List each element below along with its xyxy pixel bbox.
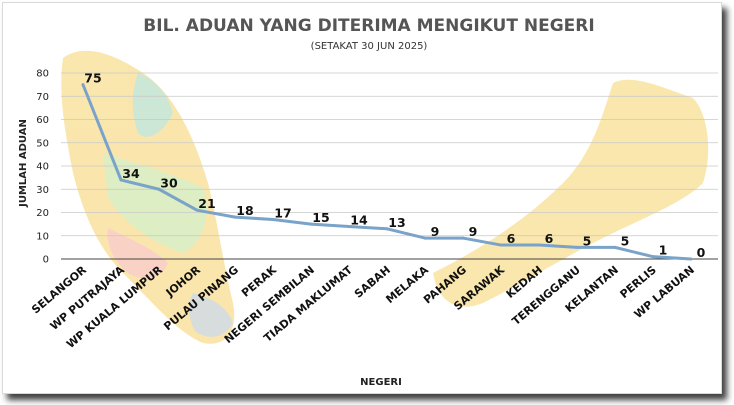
data-label: 6 bbox=[545, 231, 554, 246]
gridlines bbox=[61, 72, 718, 260]
data-point bbox=[537, 243, 541, 247]
peninsula-shape bbox=[61, 50, 235, 344]
region-teal bbox=[132, 73, 173, 137]
data-label: 6 bbox=[507, 231, 516, 246]
data-point bbox=[575, 245, 579, 249]
y-tick-label: 20 bbox=[36, 208, 49, 219]
data-point bbox=[347, 224, 351, 228]
data-point bbox=[119, 178, 123, 182]
data-label: 18 bbox=[236, 203, 253, 218]
data-label: 13 bbox=[388, 215, 405, 230]
y-tick-label: 40 bbox=[36, 162, 49, 173]
data-label: 15 bbox=[312, 210, 329, 225]
chart-title: BIL. ADUAN YANG DITERIMA MENGIKUT NEGERI bbox=[143, 16, 594, 36]
data-label: 9 bbox=[469, 224, 478, 239]
x-axis-title: NEGERI bbox=[360, 377, 402, 388]
data-point bbox=[613, 245, 617, 249]
data-label: 5 bbox=[583, 233, 592, 248]
data-point bbox=[195, 208, 199, 212]
data-point bbox=[651, 255, 655, 259]
data-point bbox=[233, 215, 237, 219]
borneo-shape bbox=[433, 79, 709, 307]
data-point bbox=[271, 217, 275, 221]
data-label: 1 bbox=[659, 243, 668, 258]
y-axis: 0 10 20 30 40 50 60 70 80 bbox=[36, 69, 49, 266]
data-point bbox=[423, 236, 427, 240]
data-labels: 75 34 30 21 18 17 15 14 13 9 9 6 6 5 5 1 0 bbox=[84, 71, 705, 260]
y-tick-label: 60 bbox=[36, 115, 49, 126]
data-point bbox=[385, 227, 389, 231]
data-label: 17 bbox=[274, 205, 291, 220]
series-line bbox=[81, 83, 693, 261]
y-tick-label: 10 bbox=[36, 231, 49, 242]
y-tick-label: 50 bbox=[36, 138, 49, 149]
map-background bbox=[61, 50, 709, 344]
chart-frame: 0 10 20 30 40 50 60 70 80 SELANGOR WP PUTRAJAYA WP… bbox=[2, 2, 722, 394]
data-label: 21 bbox=[198, 196, 215, 211]
data-label: 14 bbox=[350, 212, 368, 227]
region-green bbox=[103, 153, 207, 253]
data-point bbox=[499, 243, 503, 247]
data-label: 34 bbox=[122, 166, 140, 181]
y-tick-label: 80 bbox=[36, 69, 49, 80]
y-tick-label: 70 bbox=[36, 92, 49, 103]
data-label: 0 bbox=[697, 245, 706, 260]
region-blue bbox=[189, 293, 233, 337]
region-pink bbox=[107, 228, 168, 279]
data-point bbox=[689, 257, 693, 261]
chart-subtitle: (SETAKAT 30 JUN 2025) bbox=[311, 41, 428, 52]
data-label: 75 bbox=[84, 71, 101, 86]
data-point bbox=[461, 236, 465, 240]
y-tick-label: 30 bbox=[36, 185, 49, 196]
y-axis-title: JUMLAH ADUAN bbox=[18, 119, 29, 208]
y-tick-label: 0 bbox=[43, 255, 49, 266]
data-label: 30 bbox=[160, 175, 178, 190]
data-point bbox=[309, 222, 313, 226]
data-label: 5 bbox=[621, 233, 630, 248]
data-point bbox=[81, 83, 85, 87]
data-point bbox=[157, 187, 161, 191]
data-label: 9 bbox=[431, 224, 440, 239]
